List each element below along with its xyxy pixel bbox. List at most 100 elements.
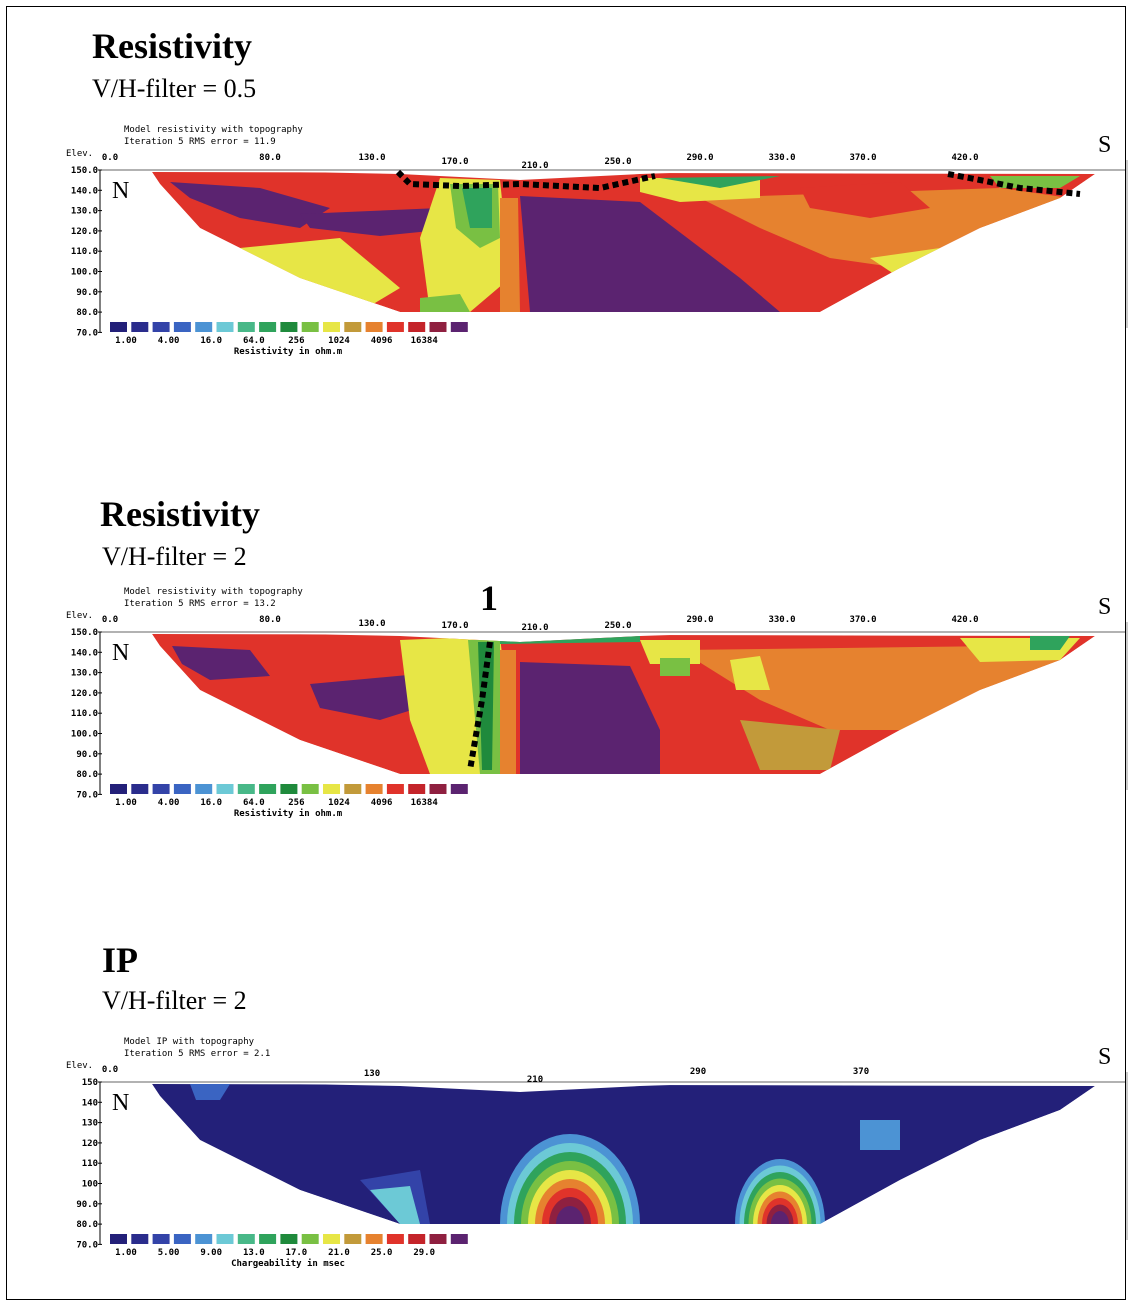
y-tick-label: 120.0 xyxy=(71,689,98,699)
section-region xyxy=(462,188,492,228)
legend-title: Chargeability in msec xyxy=(231,1258,345,1269)
section-region xyxy=(190,1084,230,1100)
section-region xyxy=(1030,636,1070,650)
y-tick-label: 90.0 xyxy=(76,288,98,298)
legend-tick-label: 16384 xyxy=(411,336,439,346)
legend-swatch xyxy=(216,784,234,794)
y-tick-label: 150.0 xyxy=(71,166,98,176)
y-tick-label: 110.0 xyxy=(71,709,98,719)
section-region xyxy=(680,646,1070,730)
section-region xyxy=(300,208,460,236)
section-colors xyxy=(152,632,1095,774)
y-tick-label: 120.0 xyxy=(71,227,98,237)
panel3-section: Model IP with topography Iteration 5 RMS … xyxy=(66,1037,1128,1269)
legend: 1.00 4.00 16.0 64.0 256 1024 4096 16384 Resistiv… xyxy=(110,784,468,819)
legend-swatch xyxy=(408,1234,426,1244)
x-tick-label: 0.0 xyxy=(102,153,118,163)
section-region xyxy=(370,1186,420,1224)
y-tick-label: 110.0 xyxy=(71,247,98,257)
section-region xyxy=(520,662,660,774)
legend-swatch xyxy=(429,1234,447,1244)
section-colors xyxy=(152,1084,1095,1224)
section-region xyxy=(660,658,690,676)
panel3-title: IP xyxy=(102,940,138,980)
y-tick-label: 70.0 xyxy=(76,1240,98,1250)
panel3-subtitle: V/H-filter = 2 xyxy=(102,986,247,1015)
north-label: N xyxy=(112,1090,129,1116)
legend-tick-label: 5.00 xyxy=(158,1248,180,1258)
legend-tick-label: 9.00 xyxy=(200,1248,222,1258)
north-label: N xyxy=(112,178,129,204)
legend-tick-label: 4096 xyxy=(371,798,393,808)
legend-tick-label: 1.00 xyxy=(115,336,137,346)
y-tick-label: 130 xyxy=(82,1119,98,1129)
legend: 1.00 5.00 9.00 13.0 17.0 21.0 25.0 29.0 Chargeab… xyxy=(110,1234,468,1269)
y-tick-label: 140.0 xyxy=(71,648,98,658)
x-tick-label: 80.0 xyxy=(259,153,281,163)
x-tick-label: 330.0 xyxy=(768,615,795,625)
section-region xyxy=(420,294,470,312)
panel1-title: Resistivity xyxy=(92,26,252,66)
x-tick-label: 130.0 xyxy=(358,153,385,163)
section-region xyxy=(860,1120,900,1150)
x-tick-label: 210 xyxy=(527,1075,543,1085)
legend-swatch xyxy=(344,784,362,794)
y-tick-label: 140 xyxy=(82,1098,98,1108)
legend-swatch xyxy=(301,1234,319,1244)
section-region xyxy=(740,720,840,770)
legend-swatch xyxy=(386,784,404,794)
iteration-line: Iteration 5 RMS error = 11.9 xyxy=(124,137,276,147)
x-tick-label: 290.0 xyxy=(686,615,713,625)
x-tick-label: 80.0 xyxy=(259,615,281,625)
legend-swatch xyxy=(259,1234,277,1244)
legend-swatch xyxy=(429,784,447,794)
x-tick-label: 290 xyxy=(690,1067,706,1077)
legend-tick-label: 1.00 xyxy=(115,798,137,808)
legend-swatch xyxy=(323,322,340,332)
legend-swatch xyxy=(237,322,255,332)
legend-tick-label: 29.0 xyxy=(413,1248,435,1258)
panel2-section: Model resistivity with topography Iterati… xyxy=(66,580,1128,819)
section-region xyxy=(520,196,780,312)
panel2-subtitle: V/H-filter = 2 xyxy=(102,542,247,571)
legend-swatch xyxy=(386,1234,404,1244)
legend-swatch xyxy=(429,322,447,332)
panel1-section: Model resistivity with topography Iterati… xyxy=(66,125,1128,357)
legend-swatch xyxy=(110,784,127,794)
x-tick-label: 370.0 xyxy=(849,153,876,163)
legend-swatch xyxy=(386,322,404,332)
elev-label: Elev. xyxy=(66,1061,93,1071)
section-region xyxy=(700,188,1070,268)
legend-swatch xyxy=(323,784,340,794)
y-tick-label: 70.0 xyxy=(76,328,98,338)
y-tick-label: 150.0 xyxy=(71,628,98,638)
legend-swatch xyxy=(280,1234,298,1244)
section-region xyxy=(172,646,270,680)
y-tick-label: 100.0 xyxy=(71,730,98,740)
x-tick-label: 170.0 xyxy=(441,621,468,631)
legend-swatch xyxy=(195,322,213,332)
model-title: Model resistivity with topography xyxy=(124,587,303,597)
legend-swatch xyxy=(344,322,362,332)
y-tick-label: 140.0 xyxy=(71,186,98,196)
x-tick-label: 210.0 xyxy=(521,161,548,171)
legend-swatch xyxy=(450,322,468,332)
legend-tick-label: 4.00 xyxy=(158,798,180,808)
legend-swatch xyxy=(323,1234,340,1244)
model-title: Model resistivity with topography xyxy=(124,125,303,135)
x-tick-label: 170.0 xyxy=(441,157,468,167)
y-tick-label: 120 xyxy=(82,1139,98,1149)
legend-swatch xyxy=(365,784,383,794)
panel1-subtitle: V/H-filter = 0.5 xyxy=(92,74,257,103)
y-tick-label: 130.0 xyxy=(71,207,98,217)
legend-swatch xyxy=(216,1234,234,1244)
legend-swatch xyxy=(450,1234,468,1244)
y-tick-label: 130.0 xyxy=(71,669,98,679)
x-tick-label: 420.0 xyxy=(951,153,978,163)
anomaly-band xyxy=(556,1206,584,1224)
elev-label: Elev. xyxy=(66,149,93,159)
y-tick-label: 90.0 xyxy=(76,750,98,760)
legend-swatch xyxy=(173,322,191,332)
x-tick-label: 0.0 xyxy=(102,615,118,625)
iteration-line: Iteration 5 RMS error = 13.2 xyxy=(124,599,276,609)
